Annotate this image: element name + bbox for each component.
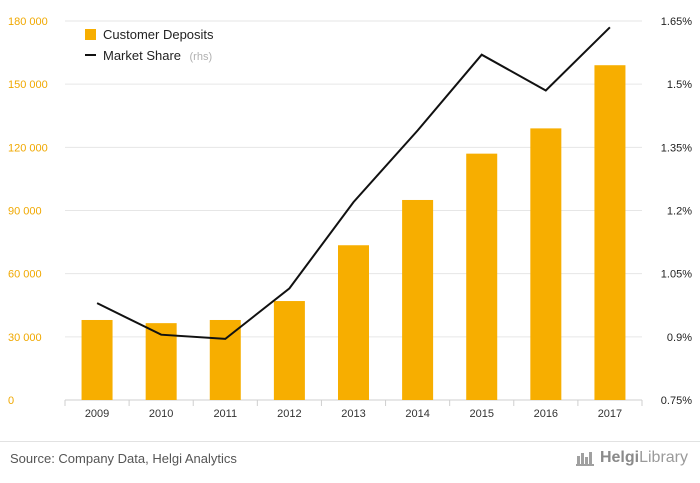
y-right-tick-label: 1.65%: [661, 16, 692, 28]
x-tick-label: 2016: [534, 408, 558, 420]
x-tick-label: 2011: [213, 408, 237, 420]
bar-customer-deposits: [273, 301, 305, 400]
x-tick-label: 2009: [85, 408, 109, 420]
legend-swatch-deposits: [85, 29, 96, 40]
bar-customer-deposits: [81, 319, 113, 400]
logo-text: HelgiLibrary: [600, 449, 688, 467]
chart: 2009 2010 2011 2012 2013 2014 2015 2016 2017 0 30…: [8, 16, 692, 420]
y-left-tick-label: 180 000: [8, 16, 48, 28]
x-tick-label: 2010: [149, 408, 173, 420]
y-left-tick-label: 0: [8, 395, 14, 407]
bar-customer-deposits: [338, 245, 369, 400]
y-left-tick-label: 30 000: [8, 332, 42, 344]
bar-series: [81, 65, 626, 400]
source-note: Source: Company Data, Helgi Analytics: [10, 451, 237, 466]
library-icon: [575, 452, 594, 466]
y-right-tick-label: 1.05%: [661, 269, 692, 281]
logo-text-prefix: Helgi: [599, 449, 640, 466]
bar-customer-deposits: [209, 319, 241, 400]
footer-divider: [0, 441, 700, 442]
x-tick-label: 2013: [341, 408, 365, 420]
x-tick-label: 2017: [598, 408, 622, 420]
legend-label-deposits: Customer Deposits: [103, 27, 214, 42]
helgi-library-logo[interactable]: HelgiLibrary: [575, 449, 688, 467]
x-axis: 2009 2010 2011 2012 2013 2014 2015 2016 2017: [64, 400, 643, 420]
legend: Customer Deposits Market Share (rhs): [85, 27, 214, 64]
y-right-tick-label: 1.2%: [667, 206, 692, 218]
bar-customer-deposits: [594, 65, 626, 400]
market-share-line: [96, 26, 611, 340]
logo-text-suffix: Library: [639, 449, 688, 466]
legend-label-market-share: Market Share (rhs): [103, 47, 212, 64]
y-axis-right: 0.75% 0.9% 1.05% 1.2% 1.35% 1.5% 1.65%: [661, 16, 692, 407]
y-left-tick-label: 150 000: [8, 79, 48, 91]
y-left-tick-label: 60 000: [8, 269, 42, 281]
bar-customer-deposits: [530, 128, 562, 400]
legend-label-rhs: (rhs): [190, 51, 213, 63]
y-left-tick-label: 90 000: [8, 206, 42, 218]
x-tick-label: 2014: [405, 408, 429, 420]
legend-label-market-share-name: Market Share: [103, 48, 181, 63]
y-axis-left: 0 30 000 60 000 90 000 120 000 150 000 180 000: [8, 16, 48, 407]
bar-customer-deposits: [402, 199, 434, 400]
y-left-tick-label: 120 000: [8, 142, 48, 154]
y-right-tick-label: 0.75%: [661, 395, 692, 407]
x-tick-label: 2012: [277, 408, 301, 420]
y-right-tick-label: 1.5%: [667, 79, 692, 91]
x-tick-label: 2015: [469, 408, 493, 420]
y-right-tick-label: 0.9%: [667, 332, 692, 344]
y-right-tick-label: 1.35%: [661, 142, 692, 154]
bar-customer-deposits: [466, 153, 498, 400]
